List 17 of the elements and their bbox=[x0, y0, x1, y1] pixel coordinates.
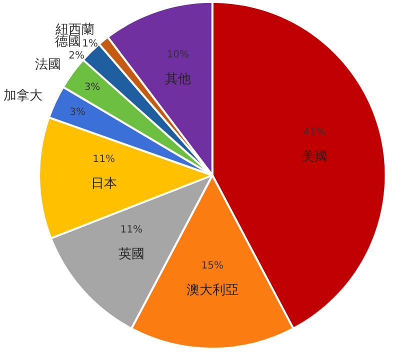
data-label: 3% bbox=[70, 106, 86, 118]
slice-label: 其他 bbox=[164, 72, 191, 88]
data-label: 10% bbox=[166, 50, 189, 61]
data-label: 2% bbox=[68, 50, 84, 62]
slice-label: 加拿大 bbox=[4, 88, 43, 104]
data-label: 1% bbox=[82, 38, 98, 50]
data-label: 11% bbox=[92, 154, 115, 166]
slice-label: 日本 bbox=[90, 176, 117, 192]
data-label: 11% bbox=[120, 224, 143, 236]
slice-label: 德國 bbox=[54, 34, 81, 50]
slice-label: 美國 bbox=[301, 148, 328, 165]
data-label: 3% bbox=[84, 82, 100, 94]
data-label: 15% bbox=[201, 260, 224, 272]
slice-label: 澳大利亞 bbox=[186, 283, 238, 298]
slice-label: 英國 bbox=[118, 246, 144, 262]
slice-label: 法國 bbox=[35, 57, 62, 72]
data-label: 41% bbox=[303, 127, 326, 138]
